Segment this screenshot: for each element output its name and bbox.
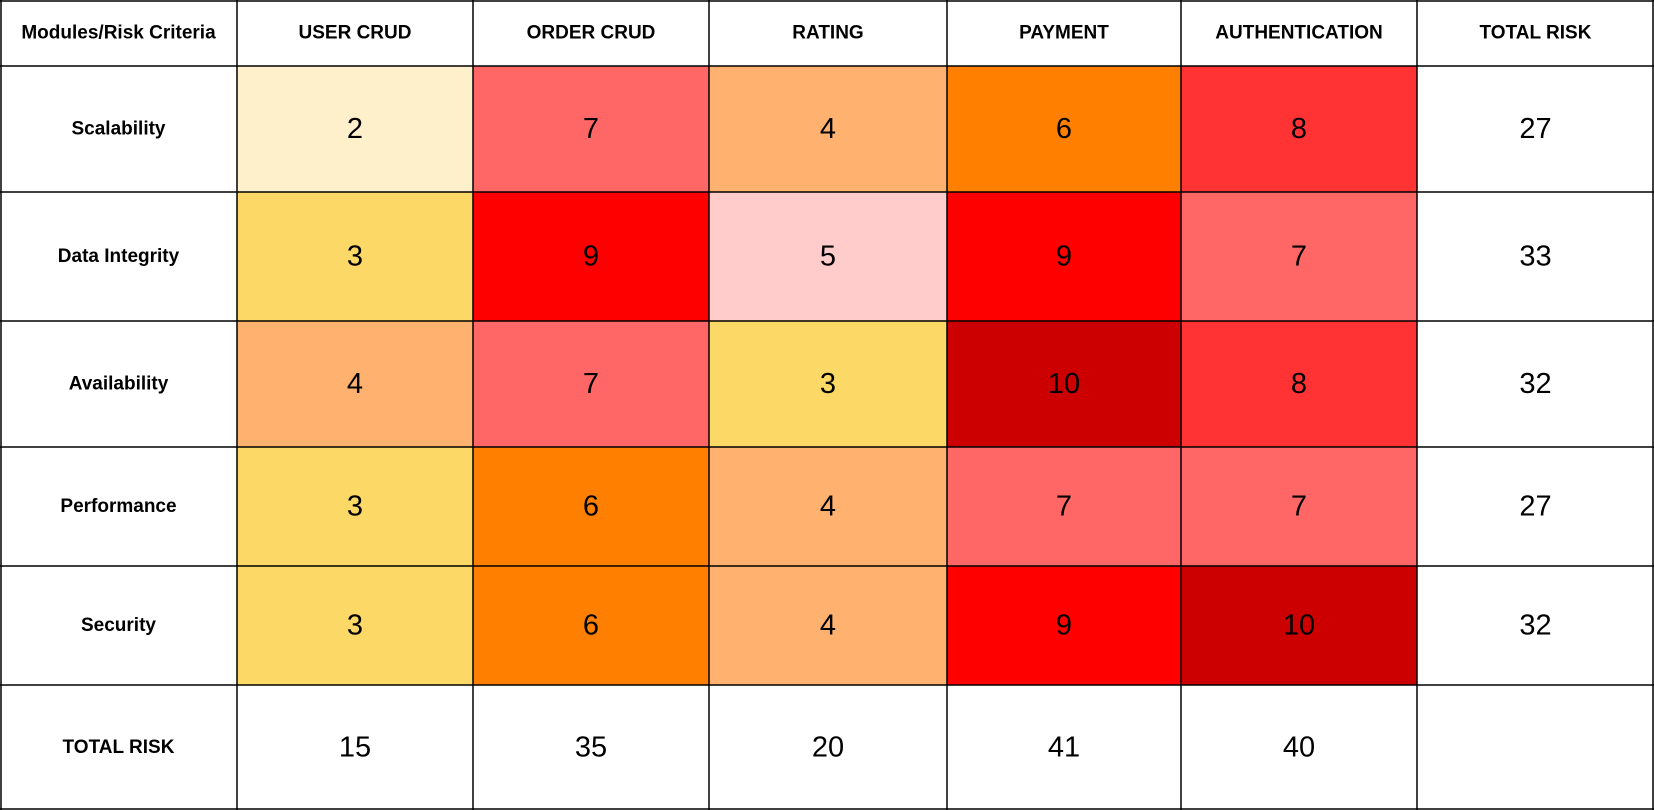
column-total-authentication: 40 — [1283, 732, 1315, 764]
cell-value-availability-user-crud: 4 — [347, 368, 363, 400]
heat-cell-performance-rating — [709, 447, 947, 566]
heat-cell-performance-order-crud — [473, 447, 709, 566]
row-total-security: 32 — [1519, 610, 1551, 642]
row-label-data-integrity: Data Integrity — [58, 246, 180, 267]
column-header-rating: RATING — [792, 23, 863, 44]
row-total-availability: 32 — [1519, 368, 1551, 400]
heat-cell-performance-payment — [947, 447, 1181, 566]
heat-cell-availability-authentication — [1181, 321, 1417, 447]
heat-cell-scalability-user-crud — [237, 66, 473, 192]
column-header-order-crud: ORDER CRUD — [527, 23, 656, 44]
row-label-availability: Availability — [69, 374, 169, 395]
heat-cell-security-authentication — [1181, 566, 1417, 685]
row-label-scalability: Scalability — [72, 119, 166, 140]
heat-cell-scalability-authentication — [1181, 66, 1417, 192]
row-total-performance: 27 — [1519, 491, 1551, 523]
corner-header-label: Modules/Risk Criteria — [21, 23, 216, 44]
row-label-performance: Performance — [60, 496, 176, 517]
cell-value-scalability-order-crud: 7 — [583, 113, 599, 145]
cell-value-security-authentication: 10 — [1283, 610, 1315, 642]
cell-value-availability-authentication: 8 — [1291, 368, 1307, 400]
cell-value-performance-user-crud: 3 — [347, 491, 363, 523]
cell-value-scalability-payment: 6 — [1056, 113, 1072, 145]
heat-cell-security-order-crud — [473, 566, 709, 685]
heat-cell-data-integrity-authentication — [1181, 192, 1417, 321]
column-header-total-risk: TOTAL RISK — [1480, 23, 1592, 44]
row-total-scalability: 27 — [1519, 113, 1551, 145]
row-label-total-risk: TOTAL RISK — [63, 737, 175, 758]
cell-value-performance-payment: 7 — [1056, 491, 1072, 523]
cell-value-performance-order-crud: 6 — [583, 491, 599, 523]
heat-cell-data-integrity-payment — [947, 192, 1181, 321]
cell-value-data-integrity-order-crud: 9 — [583, 241, 599, 273]
heat-cell-security-rating — [709, 566, 947, 685]
column-total-order-crud: 35 — [575, 732, 607, 764]
column-total-user-crud: 15 — [339, 732, 371, 764]
column-header-payment: PAYMENT — [1019, 23, 1109, 44]
heat-cell-scalability-order-crud — [473, 66, 709, 192]
row-label-security: Security — [81, 615, 156, 636]
row-total-data-integrity: 33 — [1519, 241, 1551, 273]
cell-value-scalability-rating: 4 — [820, 113, 836, 145]
cell-value-performance-authentication: 7 — [1291, 491, 1307, 523]
cell-value-security-order-crud: 6 — [583, 610, 599, 642]
heat-cell-scalability-rating — [709, 66, 947, 192]
heat-cell-performance-authentication — [1181, 447, 1417, 566]
heat-cell-security-user-crud — [237, 566, 473, 685]
heat-cell-security-payment — [947, 566, 1181, 685]
heat-cell-data-integrity-order-crud — [473, 192, 709, 321]
cell-value-data-integrity-payment: 9 — [1056, 241, 1072, 273]
column-total-rating: 20 — [812, 732, 844, 764]
heat-cell-availability-payment — [947, 321, 1181, 447]
cell-value-scalability-authentication: 8 — [1291, 113, 1307, 145]
cell-value-availability-rating: 3 — [820, 368, 836, 400]
cell-value-security-rating: 4 — [820, 610, 836, 642]
heat-cell-scalability-payment — [947, 66, 1181, 192]
cell-value-availability-order-crud: 7 — [583, 368, 599, 400]
labels-layer: Modules/Risk Criteria USER CRUD ORDER CRUD… — [21, 23, 1591, 764]
cell-value-data-integrity-user-crud: 3 — [347, 241, 363, 273]
cell-value-security-payment: 9 — [1056, 610, 1072, 642]
cell-value-performance-rating: 4 — [820, 491, 836, 523]
column-total-payment: 41 — [1048, 732, 1080, 764]
heat-cell-availability-order-crud — [473, 321, 709, 447]
column-header-authentication: AUTHENTICATION — [1215, 23, 1382, 44]
cell-value-availability-payment: 10 — [1048, 368, 1080, 400]
cell-value-security-user-crud: 3 — [347, 610, 363, 642]
column-header-user-crud: USER CRUD — [299, 23, 412, 44]
heat-cell-availability-user-crud — [237, 321, 473, 447]
heat-cell-data-integrity-rating — [709, 192, 947, 321]
heat-cell-availability-rating — [709, 321, 947, 447]
cell-value-data-integrity-rating: 5 — [820, 241, 836, 273]
cell-value-data-integrity-authentication: 7 — [1291, 241, 1307, 273]
cell-value-scalability-user-crud: 2 — [347, 113, 363, 145]
heat-cell-data-integrity-user-crud — [237, 192, 473, 321]
heat-cell-performance-user-crud — [237, 447, 473, 566]
